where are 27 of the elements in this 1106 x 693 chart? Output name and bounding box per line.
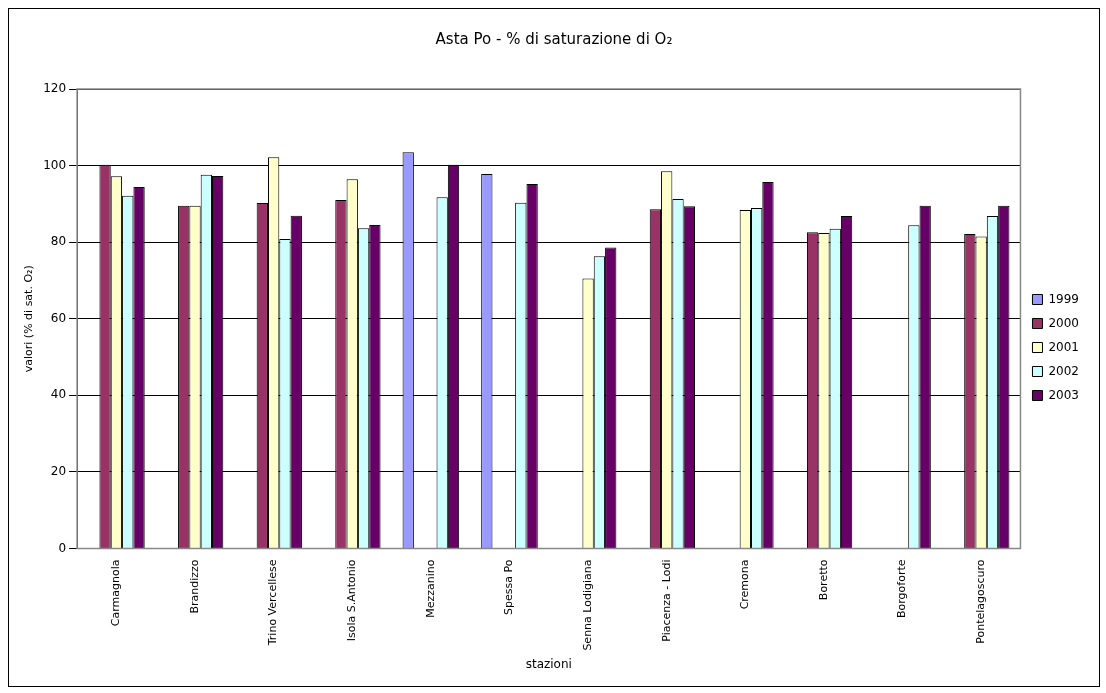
x-tick-label: Trino Vercellese xyxy=(266,559,280,647)
legend-label: 2000 xyxy=(1048,315,1080,330)
x-tick-label: Pontelagoscuro xyxy=(974,559,988,644)
x-tick-label: Mezzanino xyxy=(423,559,437,618)
x-tick-label: Cremona xyxy=(738,559,752,610)
x-tick-label: Carmagnola xyxy=(109,559,123,627)
x-tick-label: Isola S.Antonio xyxy=(345,559,359,642)
y-tick-label: 120 xyxy=(43,81,67,96)
x-tick-label: Brandizzo xyxy=(187,559,201,614)
legend-label: 2002 xyxy=(1048,363,1080,378)
y-tick-label: 60 xyxy=(50,310,67,325)
y-tick-label: 100 xyxy=(43,157,67,172)
x-tick-label: Senna Lodigiana xyxy=(580,559,594,651)
y-tick-label: 0 xyxy=(58,540,67,555)
x-tick-label: Borgoforte xyxy=(895,559,909,619)
y-tick-label: 40 xyxy=(50,387,67,402)
legend-label: 2003 xyxy=(1048,387,1080,402)
chart-title: Asta Po - % di saturazione di O₂ xyxy=(435,29,673,48)
y-tick-label: 20 xyxy=(50,464,67,479)
x-axis-title: stazioni xyxy=(525,656,572,671)
x-tick-label: Boretto xyxy=(816,559,830,601)
x-tick-label: Spessa Po xyxy=(502,559,516,615)
legend-label: 1999 xyxy=(1048,291,1080,306)
legend-label: 2001 xyxy=(1048,339,1080,354)
y-tick-label: 80 xyxy=(50,234,67,249)
x-tick-label: Piacenza - Lodi xyxy=(659,559,673,642)
y-axis-title: valori (% di sat. O₂) xyxy=(22,265,36,373)
